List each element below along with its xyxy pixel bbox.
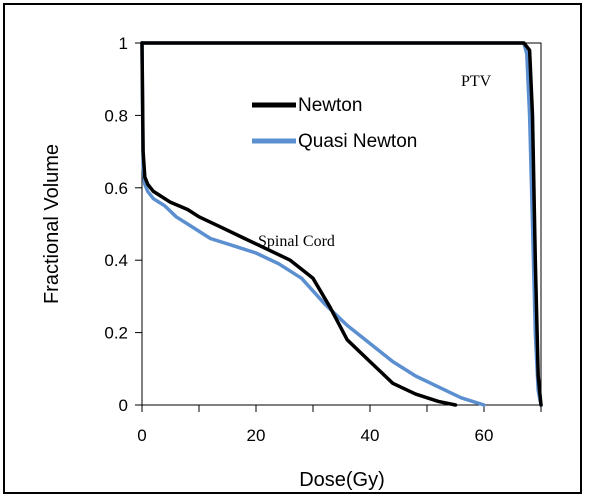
y-tick-label: 0.2 — [104, 324, 128, 343]
annotation-spinal-cord: Spinal Cord — [258, 233, 335, 250]
series-line-quasi-newton-spinal-cord — [140, 41, 486, 407]
x-tick-label: 60 — [475, 426, 494, 445]
y-tick-label: 0 — [119, 396, 128, 415]
series-line-newton-spinal-cord — [140, 41, 458, 407]
series-line-newton-ptv — [140, 41, 543, 407]
x-tick-label: 0 — [137, 426, 146, 445]
legend-label-quasi-newton: Quasi Newton — [298, 131, 417, 152]
y-tick-label: 0.8 — [104, 106, 128, 125]
x-tick-label: 40 — [361, 426, 380, 445]
y-tick-label: 0.6 — [104, 179, 128, 198]
y-tick-label: 0.4 — [104, 251, 128, 270]
x-tick-label: 20 — [247, 426, 266, 445]
annotation-ptv: PTV — [461, 73, 492, 90]
chart-frame — [3, 3, 582, 494]
legend-label-newton: Newton — [298, 95, 362, 116]
legend: Newton Quasi Newton — [252, 95, 417, 152]
y-tick-label: 1 — [119, 34, 128, 53]
x-axis-label: Dose(Gy) — [299, 469, 385, 491]
y-axis-label: Fractional Volume — [41, 144, 63, 304]
series-layer — [140, 41, 543, 407]
